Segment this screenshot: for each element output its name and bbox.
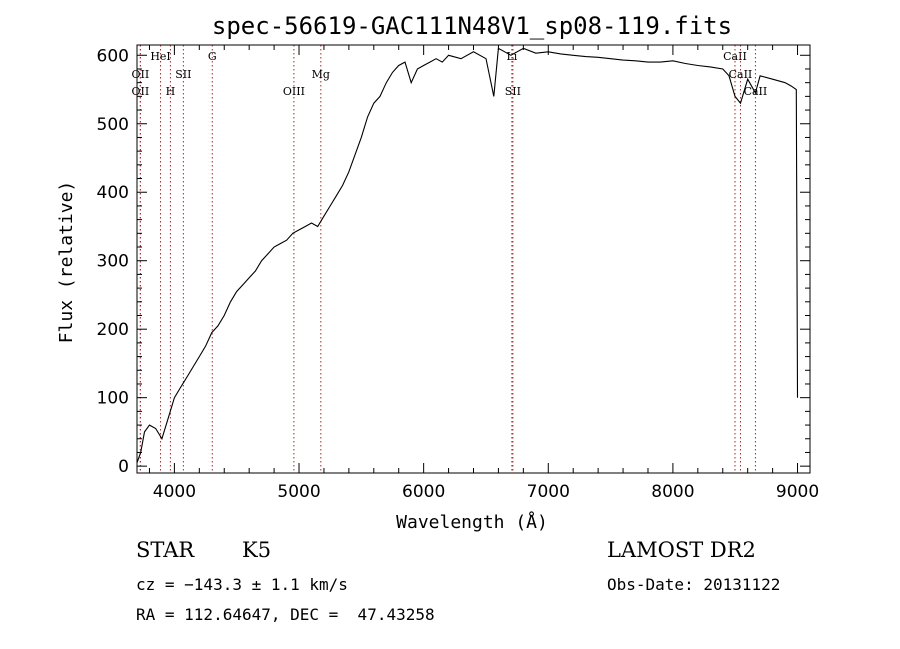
x-tick-label: 8000 [651, 482, 694, 502]
y-tick-label: 300 [97, 252, 129, 272]
spectral-line-label: G [208, 50, 217, 63]
y-tick-label: 100 [97, 389, 129, 409]
x-tick-label: 5000 [277, 482, 320, 502]
spectral-line-label: Li [506, 50, 517, 63]
x-axis-label: Wavelength (Å) [396, 511, 548, 533]
spectral-line-label: SII [505, 85, 521, 98]
y-tick-label: 200 [97, 320, 129, 340]
spectral-line-label: CaII [729, 68, 753, 81]
spectrum-chart: spec-56619-GAC111N48V1_sp08-119.fits OII… [56, 12, 819, 533]
spectral-line-label: H [166, 85, 176, 98]
redshift-cz: cz = −143.3 ± 1.1 km/s [136, 575, 348, 594]
spectral-line-label: OII [132, 85, 150, 98]
y-tick-label: 600 [97, 46, 129, 66]
spectral-line-label: CaII [723, 50, 747, 63]
y-tick-label: 500 [97, 115, 129, 135]
x-tick-label: 6000 [402, 482, 445, 502]
object-class: STAR [136, 538, 195, 562]
axis-ticks: 4000 5000 6000 7000 8000 9000 0 100 200 300 400 500… [97, 45, 819, 502]
spectral-line-label: Mg [312, 68, 330, 81]
y-tick-label: 400 [97, 183, 129, 203]
y-axis-label: Flux (relative) [56, 181, 77, 344]
plot-frame [136, 44, 811, 474]
spectral-line-label: OIII [283, 85, 305, 98]
spectral-line-label: SII [175, 68, 191, 81]
object-subclass: K5 [242, 538, 272, 562]
spectral-line-label: HeI [150, 50, 170, 63]
x-tick-label: 9000 [776, 482, 819, 502]
observation-date: Obs-Date: 20131122 [607, 575, 781, 594]
chart-title: spec-56619-GAC111N48V1_sp08-119.fits [212, 12, 732, 40]
survey-name: LAMOST DR2 [607, 538, 756, 562]
y-tick-label: 0 [118, 457, 129, 477]
x-tick-label: 4000 [153, 482, 196, 502]
x-tick-label: 7000 [527, 482, 570, 502]
spectrum-line [136, 47, 799, 463]
ra-dec-coordinates: RA = 112.64647, DEC = 47.43258 [136, 605, 435, 624]
